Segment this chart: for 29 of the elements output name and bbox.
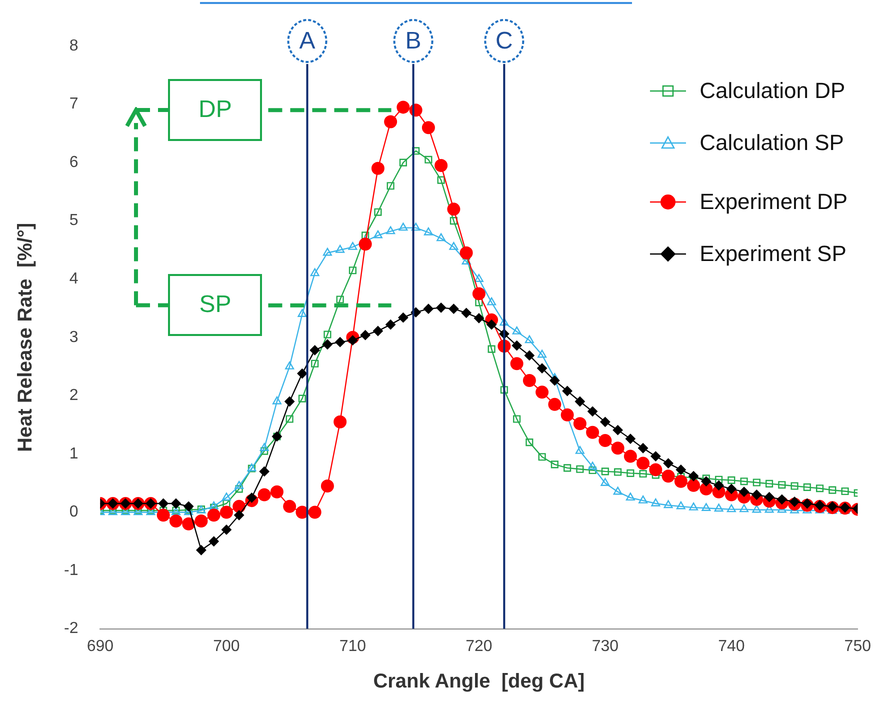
x-tick-label: 740 bbox=[718, 638, 745, 655]
y-tick-label: -2 bbox=[64, 620, 78, 638]
ref-line-label: A bbox=[299, 28, 316, 55]
x-tick-label: 730 bbox=[592, 638, 619, 655]
legend-label: Calculation SP bbox=[700, 130, 844, 156]
legend-label: Experiment SP bbox=[700, 240, 846, 266]
legend-label: Experiment DP bbox=[700, 188, 848, 214]
y-tick-label: 1 bbox=[69, 445, 78, 462]
ref-line-label: B bbox=[405, 28, 422, 55]
ref-line-label: DP bbox=[168, 79, 262, 142]
x-tick-label: 690 bbox=[86, 638, 114, 655]
y-tick-label: -1 bbox=[64, 562, 78, 579]
x-tick-label: 710 bbox=[339, 638, 366, 655]
y-tick-label: 4 bbox=[69, 270, 78, 288]
x-tick-label: 720 bbox=[466, 638, 492, 655]
ref-line-label: SP bbox=[168, 274, 262, 336]
x-tick-label: 700 bbox=[213, 638, 240, 655]
y-axis-title: Heat Release Rate [%/°] bbox=[14, 222, 37, 452]
ref-line-label: C bbox=[496, 28, 513, 55]
y-tick-label: 2 bbox=[69, 387, 78, 404]
legend-label: Calculation DP bbox=[700, 78, 846, 104]
y-tick-label: 3 bbox=[69, 328, 78, 346]
y-tick-label: 6 bbox=[69, 154, 78, 171]
y-tick-label: 5 bbox=[69, 212, 78, 230]
x-tick-label: 750 bbox=[844, 638, 872, 655]
y-tick-label: 7 bbox=[69, 96, 78, 113]
x-axis-title: Crank Angle [deg CA] bbox=[373, 670, 585, 693]
y-tick-label: 0 bbox=[69, 504, 78, 521]
y-tick-label: 8 bbox=[69, 37, 78, 54]
